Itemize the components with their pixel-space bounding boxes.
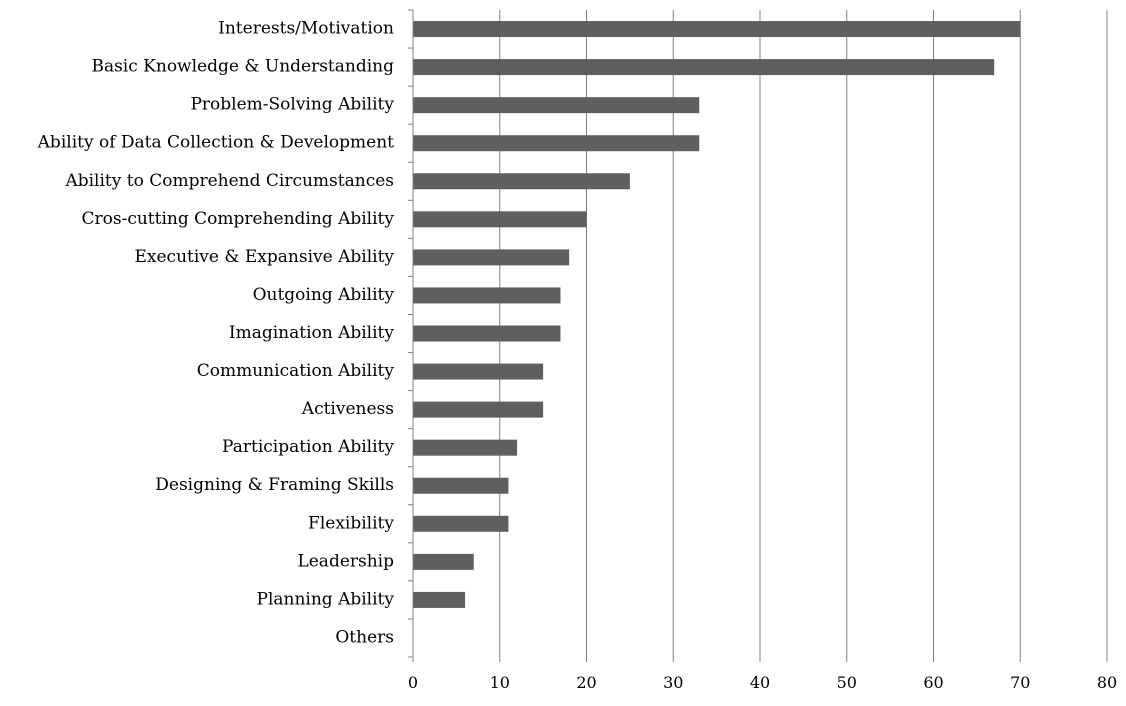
category-label: Communication Ability <box>197 361 395 381</box>
bar <box>413 515 509 532</box>
category-label: Ability of Data Collection & Development <box>37 133 395 153</box>
bar <box>413 173 630 190</box>
tick-labels: 0 10 20 30 40 50 60 70 80 <box>408 673 1117 692</box>
category-label: Outgoing Ability <box>253 285 395 305</box>
bar <box>413 287 561 304</box>
bar <box>413 363 544 380</box>
bar <box>413 97 700 114</box>
category-label: Basic Knowledge & Understanding <box>91 57 394 77</box>
x-tick-label: 20 <box>576 673 596 692</box>
bar <box>413 135 700 152</box>
bar <box>413 591 466 608</box>
category-label: Flexibility <box>308 513 394 533</box>
category-label: Others <box>335 627 394 647</box>
x-tick-label: 80 <box>1097 673 1117 692</box>
gridlines <box>408 9 1108 662</box>
bar <box>413 325 561 342</box>
category-label: Cros-cutting Comprehending Ability <box>82 209 395 229</box>
x-tick-label: 60 <box>923 673 943 692</box>
x-tick-label: 0 <box>408 673 418 692</box>
x-tick-label: 70 <box>1010 673 1030 692</box>
category-label: Interests/Motivation <box>218 19 394 39</box>
category-label: Designing & Framing Skills <box>155 475 394 495</box>
category-label: Planning Ability <box>257 589 395 609</box>
bar <box>413 439 518 456</box>
x-tick-label: 50 <box>837 673 857 692</box>
category-labels: Interests/Motivation Basic Knowledge & Un… <box>37 19 395 648</box>
category-label: Executive & Expansive Ability <box>135 247 395 267</box>
bar <box>413 21 1021 38</box>
bar <box>413 553 474 570</box>
bars <box>413 21 1021 608</box>
bar <box>413 477 509 494</box>
category-label: Leadership <box>297 551 394 571</box>
x-tick-label: 30 <box>663 673 683 692</box>
category-label: Imagination Ability <box>229 323 395 343</box>
category-label: Activeness <box>301 399 394 419</box>
bar <box>413 59 995 76</box>
category-label: Ability to Comprehend Circumstances <box>64 171 394 191</box>
bar <box>413 401 544 418</box>
bar <box>413 249 570 266</box>
x-tick-label: 10 <box>490 673 510 692</box>
category-label: Participation Ability <box>222 437 394 457</box>
x-tick-label: 40 <box>750 673 770 692</box>
category-label: Problem-Solving Ability <box>190 95 394 115</box>
bar <box>413 211 587 228</box>
